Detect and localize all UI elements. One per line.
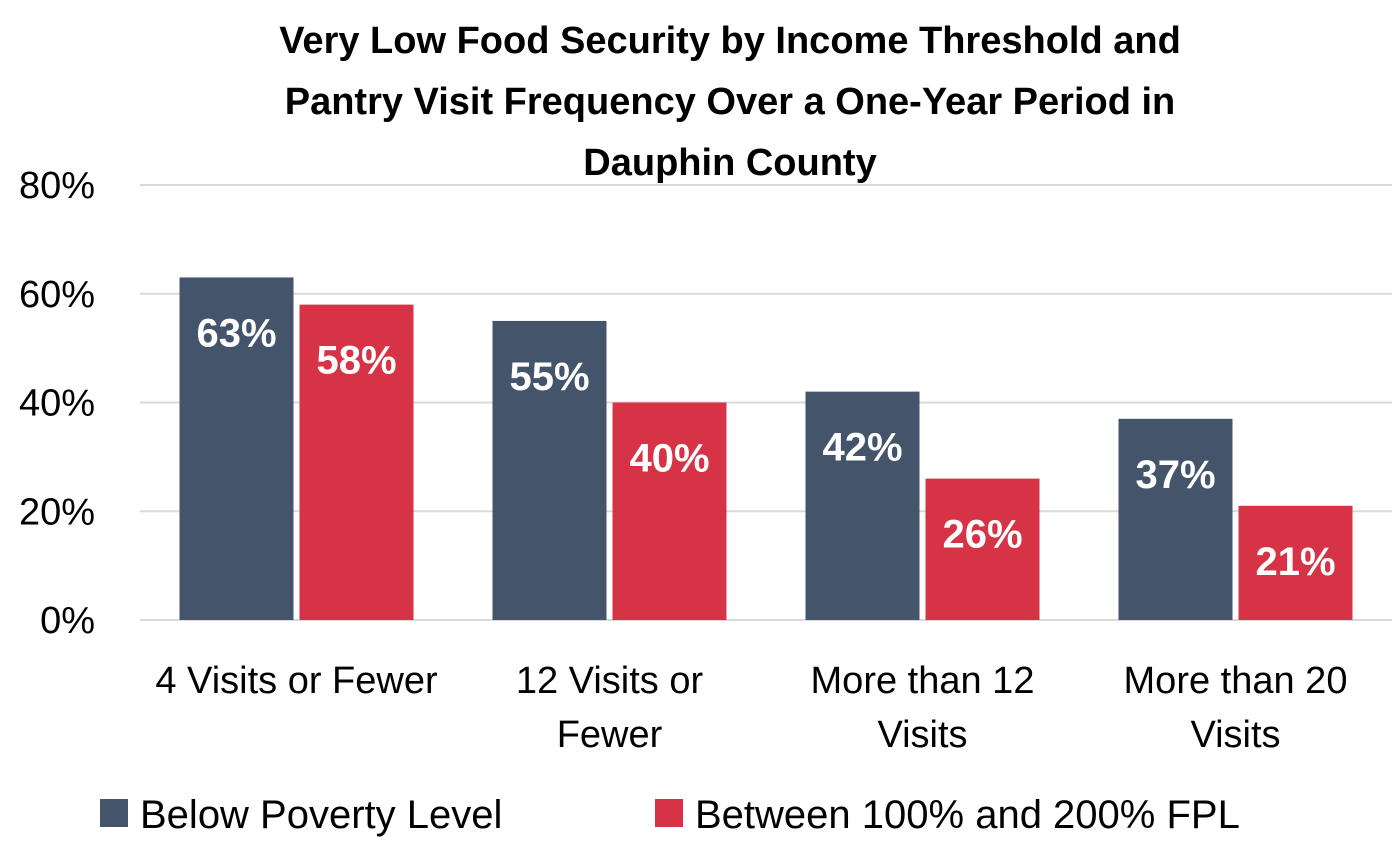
x-category-label: 4 Visits or Fewer [155, 660, 438, 702]
x-category-label: More than 20 [1124, 660, 1348, 702]
data-label: 26% [942, 513, 1022, 557]
bars [179, 277, 1353, 620]
x-category-label: Visits [877, 714, 967, 756]
legend-label: Below Poverty Level [140, 793, 502, 837]
data-label: 55% [509, 355, 589, 399]
y-tick-label: 0% [40, 600, 95, 642]
data-labels: 63% 58% 55% 40% 42% 26% 37% 21% [196, 311, 1335, 583]
title-line: Pantry Visit Frequency Over a One-Year P… [285, 81, 1176, 123]
legend: Below Poverty Level Between 100% and 200%… [100, 793, 1240, 837]
legend-label: Between 100% and 200% FPL [695, 793, 1240, 837]
y-tick-label: 80% [19, 165, 95, 207]
bar-below-poverty [492, 320, 607, 620]
data-label: 63% [196, 311, 276, 355]
bar-below-poverty [805, 391, 920, 620]
bar-between-100-200-fpl [925, 478, 1040, 620]
x-category-label: Fewer [557, 714, 663, 756]
title-line: Very Low Food Security by Income Thresho… [279, 20, 1181, 62]
bar-between-100-200-fpl [612, 402, 727, 620]
legend-swatch [100, 799, 128, 827]
x-axis: 4 Visits or Fewer 12 Visits or Fewer More t… [155, 660, 1347, 756]
bar-between-100-200-fpl [299, 304, 414, 620]
y-tick-label: 20% [19, 491, 95, 533]
bar-between-100-200-fpl [1238, 505, 1353, 620]
y-axis: 0% 20% 40% 60% 80% [19, 165, 95, 642]
y-tick-label: 40% [19, 383, 95, 425]
data-label: 40% [629, 437, 709, 481]
chart-title: Very Low Food Security by Income Thresho… [279, 20, 1181, 184]
bar-below-poverty [1118, 418, 1233, 620]
x-category-label: 12 Visits or [516, 660, 704, 702]
data-label: 21% [1255, 540, 1335, 584]
x-category-label: More than 12 [811, 660, 1035, 702]
data-label: 42% [822, 426, 902, 470]
bar-below-poverty [179, 277, 294, 620]
title-line: Dauphin County [583, 142, 876, 184]
data-label: 58% [316, 339, 396, 383]
x-category-label: Visits [1190, 714, 1280, 756]
legend-swatch [655, 799, 683, 827]
y-tick-label: 60% [19, 274, 95, 316]
data-label: 37% [1135, 453, 1215, 497]
